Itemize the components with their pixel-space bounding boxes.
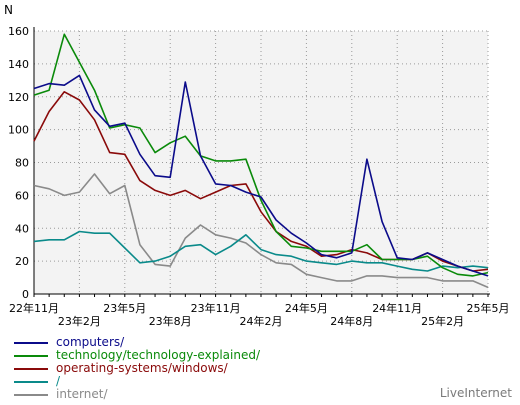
y-tick-label: 0 (22, 288, 29, 301)
x-tick-label: 23年2月 (58, 314, 101, 328)
series-lines (33, 33, 489, 289)
legend-label: / (56, 374, 61, 388)
legend-swatch (14, 354, 48, 357)
y-tick-label: 60 (15, 189, 29, 202)
legend-item: computers/ (14, 336, 260, 349)
brand-label[interactable]: LiveInternet (439, 386, 512, 400)
y-tick-label: 100 (8, 124, 29, 137)
legend-label: technology/technology-explained/ (56, 348, 260, 362)
legend-item: internet/ (14, 388, 260, 401)
x-tick-label: 23年11月 (191, 301, 241, 315)
legend-swatch (14, 380, 48, 383)
legend-label: computers/ (56, 335, 125, 349)
axes (33, 27, 490, 297)
legend-swatch (14, 367, 48, 370)
x-tick-label: 24年11月 (372, 301, 422, 315)
y-tick-label: 80 (15, 157, 29, 170)
x-tick-label: 25年5月 (467, 301, 510, 315)
x-tick-label: 24年2月 (240, 314, 283, 328)
x-tick-label: 22年11月 (9, 301, 59, 315)
x-tick-label: 24年8月 (330, 314, 373, 328)
series-line (33, 230, 489, 272)
y-tick-label: 140 (8, 58, 29, 71)
legend: computers/ technology/technology-explain… (14, 336, 260, 401)
legend-swatch (14, 341, 48, 344)
y-tick-label: 160 (8, 25, 29, 38)
y-tick-label: 40 (15, 222, 29, 235)
y-axis-label: N (4, 3, 13, 17)
legend-item: / (14, 375, 260, 388)
series-line (33, 74, 489, 277)
legend-label: internet/ (56, 387, 108, 401)
legend-item: operating-systems/windows/ (14, 362, 260, 375)
legend-swatch (14, 393, 48, 396)
legend-item: technology/technology-explained/ (14, 349, 260, 362)
y-tick-label: 120 (8, 91, 29, 104)
y-tick-label: 20 (15, 255, 29, 268)
series-line (33, 173, 489, 289)
x-tick-label: 24年5月 (285, 301, 328, 315)
x-tick-label: 23年5月 (103, 301, 146, 315)
legend-label: operating-systems/windows/ (56, 361, 228, 375)
x-tick-label: 23年8月 (149, 314, 192, 328)
x-tick-label: 25年2月 (421, 314, 464, 328)
